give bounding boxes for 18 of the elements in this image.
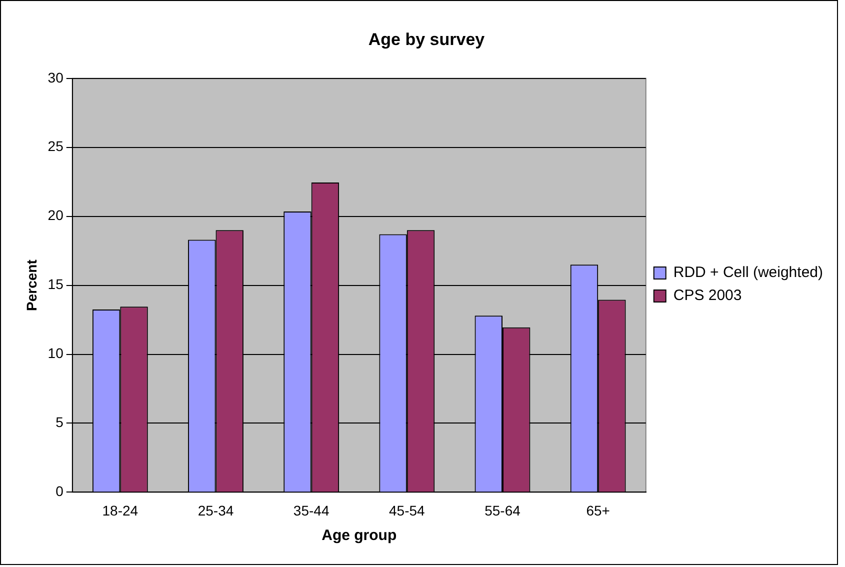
x-tick-label: 55-64 <box>484 502 521 518</box>
y-tick-label: 10 <box>48 345 64 362</box>
chart-title: Age by survey <box>368 30 486 49</box>
legend-label: RDD + Cell (weighted) <box>673 264 824 282</box>
y-tick-label: 5 <box>56 414 64 430</box>
x-tick-label: 35-44 <box>293 502 330 518</box>
y-tick-label: 30 <box>48 69 64 86</box>
y-tick-label: 0 <box>56 483 64 500</box>
x-tick-label: 25-34 <box>198 502 234 518</box>
y-axis-title: Percent <box>23 259 40 311</box>
x-tick-label: 45-54 <box>389 502 426 518</box>
y-tick-label: 15 <box>48 276 64 292</box>
x-tick-label: 18-24 <box>102 502 138 518</box>
x-axis-title: Age group <box>322 527 397 544</box>
y-tick-label: 25 <box>48 138 64 154</box>
legend-label: CPS 2003 <box>673 287 742 304</box>
y-tick-label: 20 <box>48 207 64 224</box>
x-tick-label: 65+ <box>586 502 610 518</box>
